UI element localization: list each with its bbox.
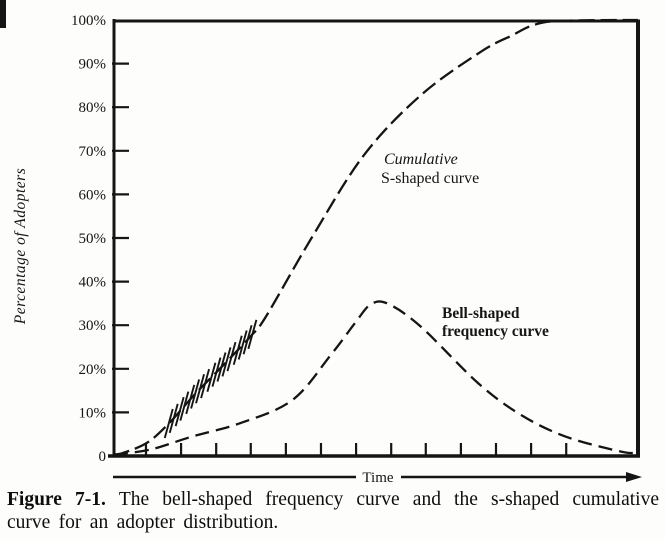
arrowhead-icon xyxy=(626,472,642,482)
y-tick-label: 90% xyxy=(79,57,107,73)
y-tick-label: 20% xyxy=(79,362,107,378)
s-curve-label-line1: Cumulative xyxy=(384,151,458,168)
y-tick-label: 30% xyxy=(79,318,107,334)
figure-caption: Figure 7-1. The bell-shaped frequency cur… xyxy=(7,489,659,535)
time-axis-arrow: Time xyxy=(113,470,642,486)
hatch-stroke xyxy=(211,357,222,387)
y-tick-label: 60% xyxy=(79,187,107,203)
hatch-stroke xyxy=(226,341,237,372)
hatch-stroke xyxy=(174,396,185,427)
plot-frame xyxy=(108,19,640,458)
s-curve-label-line2: S-shaped curve xyxy=(381,170,479,187)
adoption-chart: 100% 90% 80% 70% 60% 50% 40% 30% 20% 10% 0 Percent… xyxy=(0,0,642,486)
hatch-stroke xyxy=(242,324,253,355)
y-tick-label: 80% xyxy=(79,100,107,116)
hatch-marks xyxy=(163,319,258,439)
y-axis-tick-labels: 100% 90% 80% 70% 60% 50% 40% 30% 20% 10% 0 xyxy=(71,13,106,465)
hatch-stroke xyxy=(179,391,190,421)
y-tick-label: 40% xyxy=(79,275,107,291)
scan-artifact-corner xyxy=(0,0,6,28)
bell-frequency-curve xyxy=(113,300,639,456)
hatch-stroke xyxy=(247,319,258,350)
figure-caption-text: The bell-shaped frequency curve and the … xyxy=(7,489,659,533)
hatch-stroke xyxy=(216,352,227,382)
y-tick-label: 50% xyxy=(79,231,107,247)
hatch-stroke xyxy=(190,379,201,409)
hatch-stroke xyxy=(168,403,179,434)
hatch-stroke xyxy=(206,362,217,393)
figure-caption-label: Figure 7-1. xyxy=(7,489,106,510)
x-axis-title: Time xyxy=(362,470,393,486)
hatch-stroke xyxy=(185,384,196,415)
y-tick-label: 0 xyxy=(99,449,107,465)
x-axis-ticks xyxy=(144,443,568,456)
y-tick-label: 10% xyxy=(79,405,107,421)
y-tick-label: 100% xyxy=(71,13,106,29)
bell-curve-label-line1: Bell-shaped xyxy=(442,305,520,322)
y-axis-title: Percentage of Adopters xyxy=(12,168,29,326)
hatch-stroke xyxy=(200,368,210,399)
bell-curve-label-line2: frequency curve xyxy=(442,323,549,340)
hatch-stroke xyxy=(195,374,205,404)
y-tick-label: 70% xyxy=(79,144,107,160)
y-axis-ticks xyxy=(112,62,129,414)
hatch-stroke xyxy=(163,408,174,439)
hatch-stroke xyxy=(221,347,232,377)
hatch-stroke xyxy=(232,335,243,365)
hatch-stroke xyxy=(237,330,248,360)
